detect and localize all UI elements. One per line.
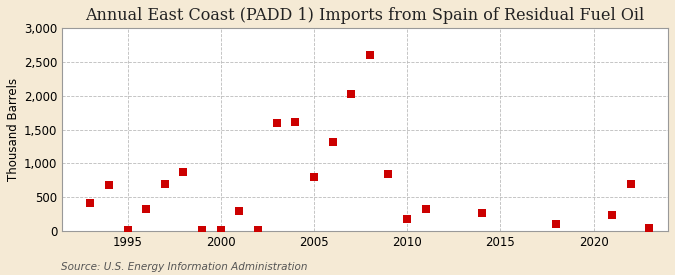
Point [122, 228, 133, 232]
Point [327, 140, 338, 145]
Point [346, 92, 356, 96]
Point [290, 119, 300, 124]
Point [159, 182, 170, 186]
Point [402, 217, 412, 222]
Y-axis label: Thousand Barrels: Thousand Barrels [7, 78, 20, 181]
Point [252, 228, 263, 232]
Point [234, 209, 245, 214]
Point [85, 200, 96, 205]
Point [271, 121, 282, 125]
Title: Annual East Coast (PADD 1) Imports from Spain of Residual Fuel Oil: Annual East Coast (PADD 1) Imports from … [86, 7, 645, 24]
Point [141, 207, 152, 211]
Point [644, 226, 655, 230]
Point [178, 170, 189, 174]
Point [421, 207, 431, 211]
Point [477, 211, 487, 216]
Point [551, 221, 562, 226]
Text: Source: U.S. Energy Information Administration: Source: U.S. Energy Information Administ… [61, 262, 307, 272]
Point [607, 213, 618, 217]
Point [364, 53, 375, 57]
Point [103, 183, 114, 187]
Point [215, 227, 226, 232]
Point [625, 182, 636, 186]
Point [383, 171, 394, 176]
Point [196, 228, 207, 232]
Point [308, 175, 319, 179]
